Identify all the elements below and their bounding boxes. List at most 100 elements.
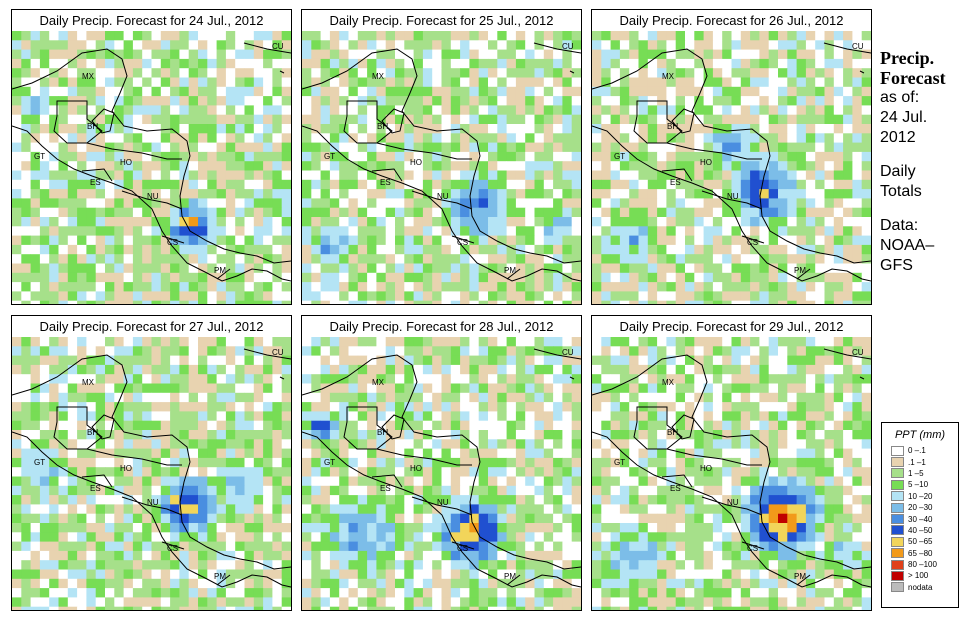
legend-label: > 100 [908, 571, 929, 581]
country-label-gt: GT [614, 152, 625, 161]
country-label-cs: CS [747, 238, 758, 247]
legend-item: 80 –100 [891, 559, 958, 570]
country-label-pm: PM [794, 572, 806, 581]
country-label-ho: HO [120, 464, 132, 473]
legend-item: 5 –10 [891, 479, 958, 490]
legend-label: 80 –100 [908, 560, 937, 570]
country-label-nu: NU [437, 498, 449, 507]
country-label-es: ES [90, 178, 101, 187]
precip-map: MX CU BH GT HO ES NU CS PM [592, 337, 871, 610]
legend-swatch [891, 457, 904, 468]
forecast-panel-6: Daily Precip. Forecast for 29 Jul., 2012… [591, 315, 872, 611]
country-label-gt: GT [34, 152, 45, 161]
country-label-cu: CU [852, 348, 864, 357]
country-borders [592, 42, 871, 282]
legend-rows: 0 –.1.1 –1 1 –5 5 –10 10 –20 20 –30 30 –40 40 … [882, 445, 958, 593]
asof-line2: 24 Jul. [880, 109, 928, 126]
legend-title: PPT (mm) [894, 429, 946, 441]
legend-swatch [891, 570, 904, 581]
country-borders [592, 348, 871, 588]
forecast-panel-1: Daily Precip. Forecast for 24 Jul., 2012… [11, 9, 292, 305]
country-borders [12, 42, 291, 282]
country-label-mx: MX [82, 72, 95, 81]
country-label-es: ES [380, 484, 391, 493]
legend-swatch [891, 502, 904, 513]
country-label-gt: GT [324, 458, 335, 467]
legend-swatch [891, 582, 904, 593]
legend-label: 20 –30 [908, 503, 933, 513]
precip-map: MX CU BH GT HO ES NU CS PM [12, 337, 291, 610]
asof-line3: 2012 [880, 129, 916, 146]
precip-map: MX CU BH GT HO ES NU CS PM [12, 31, 291, 304]
legend-item: 50 –65 [891, 536, 958, 547]
legend-label: 5 –10 [908, 480, 929, 490]
legend-label: 1 –5 [908, 468, 924, 478]
country-label-bh: BH [377, 428, 388, 437]
panel-title: Daily Precip. Forecast for 28 Jul., 2012 [302, 316, 581, 338]
country-label-bh: BH [377, 122, 388, 131]
country-label-cs: CS [167, 238, 178, 247]
country-label-gt: GT [34, 458, 45, 467]
precip-grid [12, 337, 291, 610]
country-label-nu: NU [727, 498, 739, 507]
country-borders [12, 348, 291, 588]
country-label-pm: PM [504, 266, 516, 275]
legend-item: > 100 [891, 570, 958, 581]
country-label-pm: PM [504, 572, 516, 581]
country-label-cu: CU [272, 42, 284, 51]
country-label-pm: PM [214, 266, 226, 275]
sidebar-info: Precip. Forecast as of: 24 Jul. 2012 Dai… [880, 48, 965, 276]
country-label-cu: CU [562, 348, 574, 357]
precip-grid [302, 337, 581, 610]
country-label-es: ES [90, 484, 101, 493]
legend-label: 10 –20 [908, 491, 933, 501]
country-label-cs: CS [457, 238, 468, 247]
country-label-cs: CS [167, 544, 178, 553]
country-label-pm: PM [794, 266, 806, 275]
country-borders [302, 348, 581, 588]
country-label-gt: GT [614, 458, 625, 467]
legend-swatch [891, 548, 904, 559]
totals-line1: Daily [880, 163, 916, 180]
precip-legend: PPT (mm) 0 –.1.1 –1 1 –5 5 –10 10 –20 20 –30… [881, 422, 959, 608]
legend-swatch [891, 491, 904, 502]
legend-swatch [891, 479, 904, 490]
country-label-cu: CU [562, 42, 574, 51]
precip-grid [592, 337, 871, 610]
country-label-nu: NU [727, 192, 739, 201]
precip-grid [302, 31, 581, 304]
legend-item: 65 –80 [891, 548, 958, 559]
panel-title: Daily Precip. Forecast for 29 Jul., 2012 [592, 316, 871, 338]
panel-title: Daily Precip. Forecast for 26 Jul., 2012 [592, 10, 871, 32]
legend-swatch [891, 525, 904, 536]
legend-label: .1 –1 [908, 457, 926, 467]
legend-item: nodata [891, 582, 958, 593]
country-label-nu: NU [147, 192, 159, 201]
country-label-bh: BH [87, 122, 98, 131]
country-label-bh: BH [87, 428, 98, 437]
sidebar-title-line1: Precip. [880, 48, 935, 68]
country-label-ho: HO [700, 158, 712, 167]
country-label-mx: MX [372, 378, 385, 387]
data-line2: NOAA– [880, 237, 935, 254]
legend-item: 20 –30 [891, 502, 958, 513]
asof-line1: as of: [880, 89, 920, 106]
country-label-es: ES [380, 178, 391, 187]
country-label-nu: NU [437, 192, 449, 201]
country-label-pm: PM [214, 572, 226, 581]
legend-label: 40 –50 [908, 525, 933, 535]
legend-swatch [891, 468, 904, 479]
country-borders [302, 42, 581, 282]
country-label-cs: CS [457, 544, 468, 553]
totals-line2: Totals [880, 183, 922, 200]
country-label-bh: BH [667, 122, 678, 131]
country-label-cu: CU [852, 42, 864, 51]
precip-grid [592, 31, 871, 304]
precip-grid [12, 31, 291, 304]
legend-swatch [891, 514, 904, 525]
forecast-panel-5: Daily Precip. Forecast for 28 Jul., 2012… [301, 315, 582, 611]
data-line1: Data: [880, 217, 919, 234]
forecast-panel-4: Daily Precip. Forecast for 27 Jul., 2012… [11, 315, 292, 611]
forecast-panel-3: Daily Precip. Forecast for 26 Jul., 2012… [591, 9, 872, 305]
country-label-mx: MX [372, 72, 385, 81]
